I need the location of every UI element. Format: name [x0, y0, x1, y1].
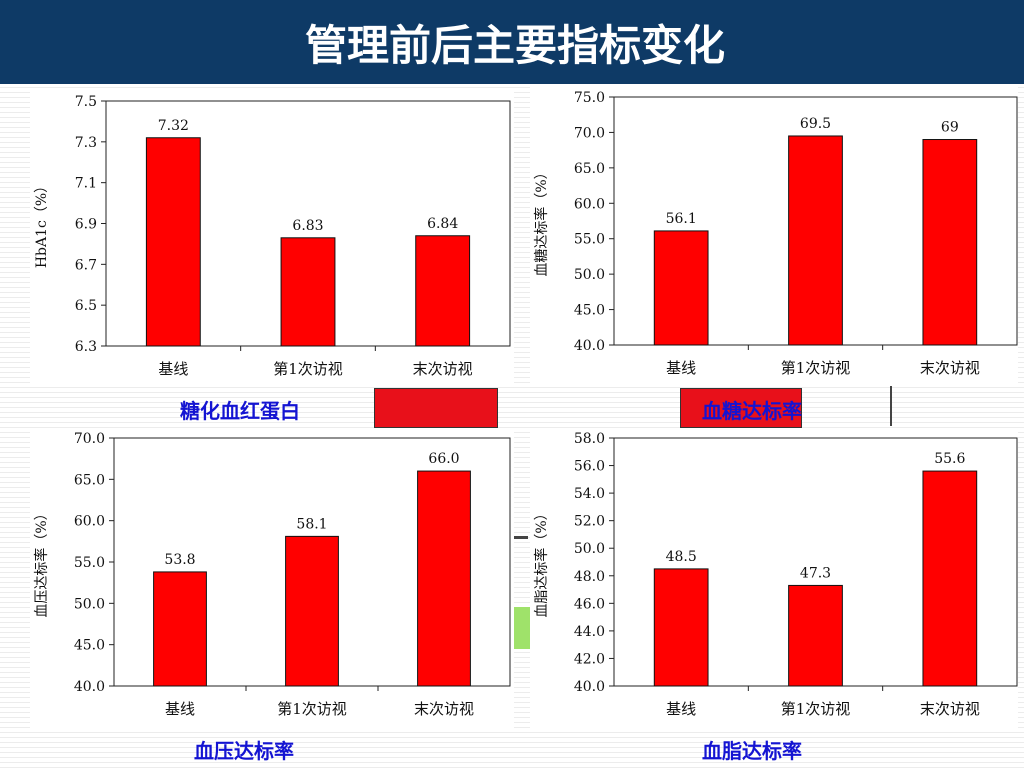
y-tick-label: 50.0 [574, 541, 605, 557]
page-title: 管理前后主要指标变化 [304, 20, 725, 70]
bar-value-label: 66.0 [428, 451, 459, 467]
y-tick-label: 75.0 [574, 90, 605, 106]
y-tick-label: 65.0 [74, 472, 105, 488]
bar [922, 139, 978, 346]
chart-bp-rate-svg: 40.0 45.0 50.0 55.0 60.0 65.0 70.0 53.8 基线 58.1 第1… [33, 431, 511, 718]
y-tick-label: 40.0 [74, 679, 105, 695]
bar [653, 568, 709, 687]
y-tick-label: 6.9 [75, 217, 97, 233]
y-tick-label: 40.0 [574, 338, 605, 354]
bar-value-label: 56.1 [666, 211, 697, 227]
y-tick-label: 7.1 [75, 176, 97, 192]
x-category-label: 第1次访视 [273, 360, 343, 378]
y-tick-label: 70.0 [574, 125, 605, 141]
y-axis-title: 血脂达标率（%） [533, 506, 550, 617]
bar-value-label: 58.1 [296, 516, 327, 532]
y-tick-label: 6.3 [75, 339, 97, 355]
y-tick-label: 6.5 [75, 298, 97, 314]
chart-glucose-rate-svg: 40.0 45.0 50.0 55.0 60.0 65.0 70.0 75.0 56.1 基线 69… [533, 90, 1018, 377]
y-tick-label: 7.5 [75, 94, 97, 110]
bar-value-label: 69.5 [800, 116, 831, 132]
x-category-label: 基线 [158, 360, 188, 378]
bar-value-label: 53.8 [164, 552, 195, 568]
y-tick-label: 7.3 [75, 135, 97, 151]
y-tick-label: 50.0 [574, 267, 605, 283]
decorative-red-block-left [374, 388, 498, 428]
caption-hba1c: 糖化血红蛋白 [180, 399, 300, 423]
y-tick-label: 46.0 [574, 596, 605, 612]
decorative-vertical-line [890, 384, 892, 426]
bar-value-label: 6.84 [427, 216, 458, 232]
y-tick-label: 70.0 [74, 431, 105, 447]
y-tick-label: 52.0 [574, 514, 605, 530]
x-category-label: 基线 [666, 359, 696, 377]
caption-glucose-rate: 血糖达标率 [702, 399, 802, 423]
chart-lipid-rate-svg: 40.0 42.0 44.0 46.0 48.0 50.0 52.0 54.0 56.0 58.0… [533, 431, 1018, 718]
y-tick-label: 45.0 [574, 303, 605, 319]
bar-value-label: 7.32 [158, 118, 189, 134]
decorative-red-block-right [680, 388, 802, 428]
y-tick-label: 65.0 [574, 161, 605, 177]
bar [417, 470, 471, 687]
y-tick-label: 58.0 [574, 431, 605, 447]
bar [285, 535, 339, 687]
y-tick-label: 55.0 [74, 555, 105, 571]
y-tick-label: 55.0 [574, 232, 605, 248]
bar [653, 230, 709, 346]
bar-value-label: 6.83 [292, 218, 323, 234]
chart-glucose-rate: 40.0 45.0 50.0 55.0 60.0 65.0 70.0 75.0 56.1 基线 69… [530, 86, 1018, 386]
chart-lipid-rate: 40.0 42.0 44.0 46.0 48.0 50.0 52.0 54.0 56.0 58.0… [530, 428, 1018, 732]
bar [153, 571, 207, 687]
y-tick-label: 60.0 [574, 196, 605, 212]
bar-value-label: 48.5 [666, 549, 697, 565]
bar-value-label: 47.3 [800, 565, 831, 581]
bar [922, 470, 978, 687]
x-category-label: 末次访视 [920, 700, 980, 718]
y-tick-label: 56.0 [574, 459, 605, 475]
bar [145, 137, 201, 347]
y-axis-title: HbA1c（%） [34, 179, 50, 268]
bar [415, 235, 471, 347]
decorative-horizontal-line [512, 536, 528, 539]
bar-value-label: 55.6 [934, 451, 965, 467]
caption-lipid-rate: 血脂达标率 [702, 739, 802, 763]
caption-bp-rate: 血压达标率 [194, 739, 294, 763]
y-tick-label: 44.0 [574, 624, 605, 640]
x-category-label: 末次访视 [920, 359, 980, 377]
bar [280, 237, 336, 347]
y-tick-label: 42.0 [574, 651, 605, 667]
chart-hba1c-svg: 6.3 6.5 6.7 6.9 7.1 7.3 7.5 7.32 基线 6.83 第1次访视 6.84… [34, 94, 511, 378]
y-tick-label: 45.0 [74, 638, 105, 654]
y-tick-label: 60.0 [74, 514, 105, 530]
x-category-label: 基线 [666, 700, 696, 718]
x-category-label: 第1次访视 [781, 700, 851, 718]
y-tick-label: 48.0 [574, 569, 605, 585]
chart-bp-rate: 40.0 45.0 50.0 55.0 60.0 65.0 70.0 53.8 基线 58.1 第1… [30, 428, 514, 732]
x-category-label: 第1次访视 [277, 700, 347, 718]
bar [788, 584, 843, 687]
bar [788, 135, 843, 346]
y-tick-label: 50.0 [74, 596, 105, 612]
bar-value-label: 69 [941, 120, 959, 136]
chart-hba1c: 6.3 6.5 6.7 6.9 7.1 7.3 7.5 7.32 基线 6.83 第1次访视 6.84… [30, 90, 514, 386]
x-category-label: 末次访视 [414, 700, 474, 718]
y-tick-label: 40.0 [574, 679, 605, 695]
y-tick-label: 54.0 [574, 486, 605, 502]
y-axis-title: 血糖达标率（%） [533, 165, 550, 276]
x-category-label: 末次访视 [413, 360, 473, 378]
y-tick-label: 6.7 [75, 257, 97, 273]
x-category-label: 第1次访视 [781, 359, 851, 377]
title-bar: 管理前后主要指标变化 [0, 0, 1024, 84]
x-category-label: 基线 [165, 700, 195, 718]
y-axis-title: 血压达标率（%） [33, 506, 50, 617]
